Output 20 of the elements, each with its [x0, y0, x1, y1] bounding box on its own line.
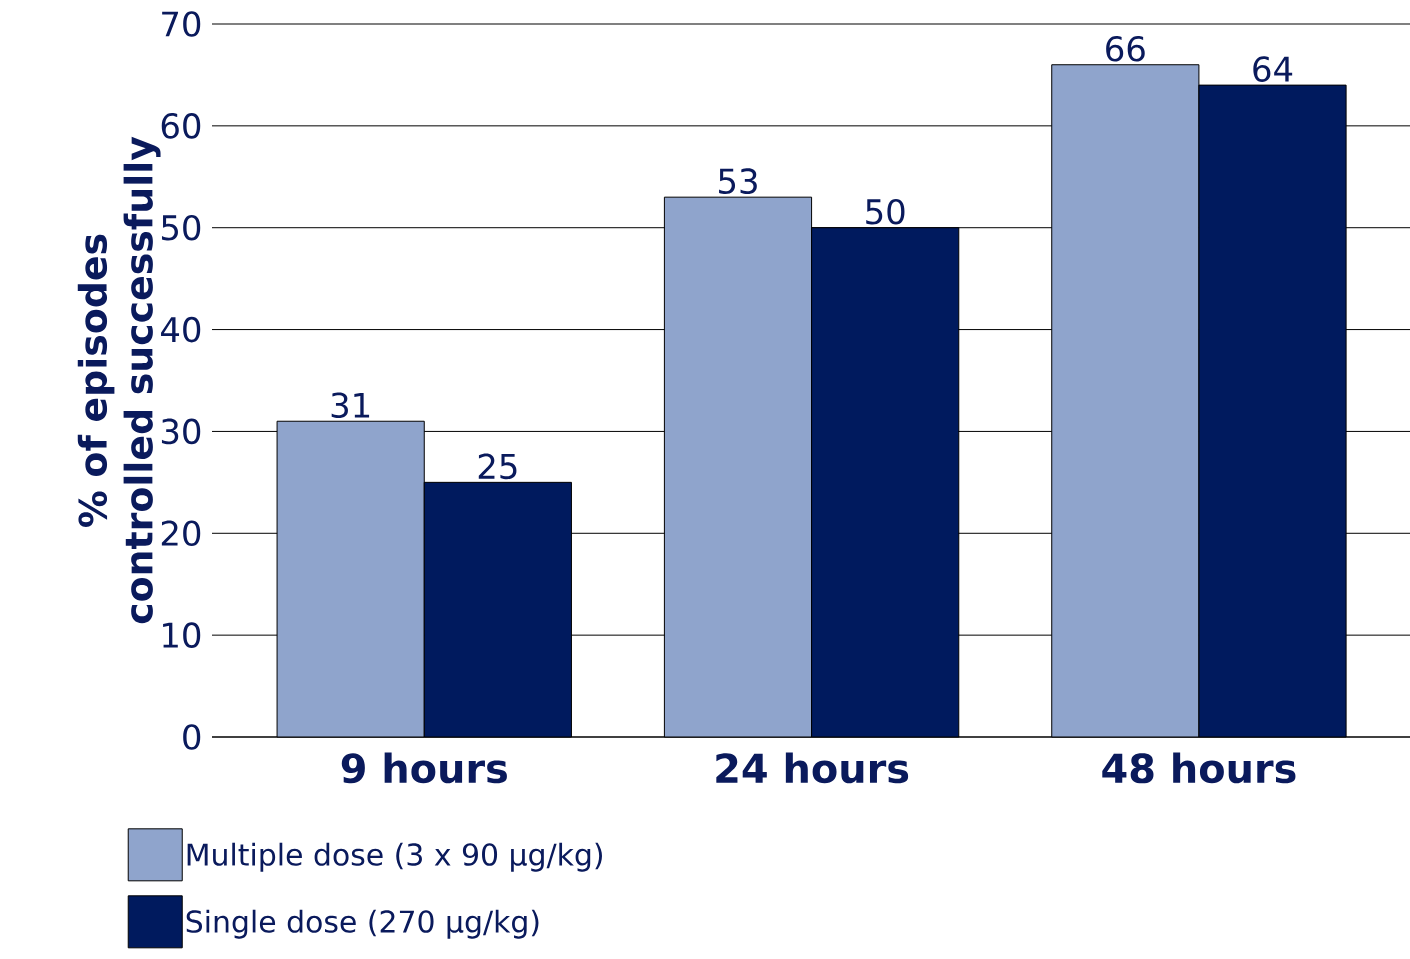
y-tick-label: 30 — [161, 418, 201, 445]
y-tick-label: 60 — [161, 113, 201, 139]
data-label: 25 — [478, 453, 517, 480]
y-tick-label: 10 — [163, 622, 201, 648]
x-tick-label: 9 hours — [341, 752, 507, 784]
legend-label: Single dose (270 µg/kg) — [186, 909, 539, 939]
data-label: 50 — [866, 198, 905, 225]
y-tick-label: 50 — [161, 214, 201, 241]
data-label: 66 — [1106, 35, 1145, 62]
y-tick-label: 0 — [183, 724, 201, 750]
y-axis-title: % of episodes controlled successfully — [77, 136, 161, 624]
y-tick-label: 20 — [161, 520, 201, 547]
legend-label: Multiple dose (3 x 90 µg/kg) — [187, 842, 602, 872]
data-label: 64 — [1253, 56, 1293, 82]
y-tick-label: 40 — [161, 316, 201, 343]
data-label: 31 — [331, 392, 370, 419]
y-tick-label: 70 — [162, 11, 201, 37]
x-tick-label: 48 hours — [1102, 752, 1296, 784]
x-tick-label: 24 hours — [716, 752, 909, 784]
data-label: 53 — [719, 168, 757, 194]
